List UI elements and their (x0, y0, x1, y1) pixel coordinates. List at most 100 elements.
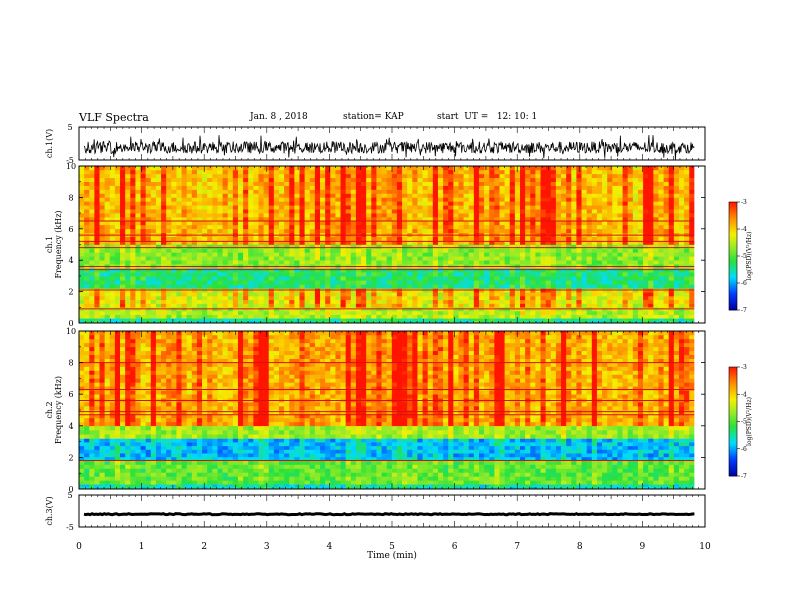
spectrogram-cell (653, 268, 659, 273)
spectrogram-cell (181, 276, 187, 281)
spectrogram-cell (591, 197, 598, 202)
spectrogram-cell (191, 320, 198, 324)
spectrogram-cell (422, 284, 428, 289)
spectrogram-cell (586, 268, 593, 273)
spectrogram-cell (207, 205, 213, 210)
spectrogram-cell (535, 268, 541, 273)
spectrogram-cell (504, 244, 511, 249)
spectrogram-cell (166, 213, 172, 218)
spectrogram-cell (284, 244, 290, 249)
spectrogram-cell (458, 169, 464, 175)
spectrogram-cell (550, 236, 557, 241)
spectrogram-cell (258, 181, 264, 186)
spectrogram-cell (309, 217, 316, 222)
spectrogram-cell (545, 193, 552, 198)
spectrogram-cell (79, 260, 85, 265)
spectrogram-cell (504, 310, 511, 315)
spectrogram-cell (94, 173, 100, 179)
spectrogram-cell (135, 181, 141, 186)
spectrogram-cell (222, 276, 229, 281)
spectrogram-cell (417, 205, 423, 210)
spectrogram-cell (227, 228, 234, 234)
spectrogram-cell (243, 256, 249, 261)
spectrogram-cell (232, 224, 239, 230)
spectrogram-cell (114, 280, 121, 285)
spectrogram-cell (525, 224, 531, 230)
spectrogram-cell (648, 169, 654, 175)
spectrogram-cell (673, 248, 680, 253)
spectrogram-cell (120, 256, 126, 261)
spectrogram-cell (176, 166, 182, 171)
spectrogram-cell (278, 224, 285, 230)
spectrogram-cell (658, 240, 664, 245)
spectrogram-cell (678, 217, 685, 222)
spectrogram-cell (386, 193, 393, 198)
spectrogram-cell (473, 209, 480, 214)
spectrogram-cell (653, 228, 659, 234)
spectrogram-cell (607, 173, 613, 179)
spectrogram-cell (478, 209, 485, 214)
spectrogram-cell (135, 252, 141, 257)
y-axis-label: Frequency (kHz) (54, 210, 63, 278)
spectrogram-cell (668, 197, 675, 202)
spectrogram-cell (371, 224, 377, 230)
spectrogram-cell (294, 244, 300, 249)
spectrogram-cell (499, 299, 505, 304)
spectrogram-cell (355, 166, 362, 171)
spectrogram-cell (268, 193, 275, 198)
spectrogram-cell (386, 173, 393, 179)
spectrogram-cell (673, 177, 680, 182)
spectrogram-cell (258, 280, 264, 285)
spectrogram-cell (386, 189, 393, 194)
spectrogram-cell (617, 189, 623, 194)
spectrogram-cell (422, 244, 428, 249)
spectrogram-cell (453, 209, 459, 214)
spectrogram-cell (561, 201, 567, 206)
spectrogram-cell (525, 260, 531, 265)
spectrogram-cell (350, 197, 357, 202)
spectrogram-cell (427, 299, 434, 304)
spectrogram-cell (335, 197, 341, 202)
spectrogram-cell (202, 299, 208, 304)
spectrogram-cell (120, 303, 126, 308)
spectrogram-cell (443, 248, 449, 253)
spectrogram-cell (335, 296, 341, 301)
spectrogram-cell (79, 252, 85, 257)
spectrogram-cell (202, 248, 208, 253)
spectrogram-cell (489, 303, 495, 308)
spectrogram-cell (278, 296, 285, 301)
spectrogram-cell (284, 173, 290, 179)
spectrogram-cell (607, 272, 613, 277)
spectrogram-cell (581, 320, 587, 324)
spectrogram-cell (468, 217, 475, 222)
spectrogram-cell (458, 177, 464, 182)
spectrogram-cell (422, 177, 428, 182)
spectrogram-cell (376, 260, 382, 265)
spectrogram-cell (586, 318, 593, 321)
spectrogram-cell (514, 220, 521, 226)
spectrogram-cell (350, 252, 357, 257)
spectrogram-cell (278, 185, 285, 190)
spectrogram-cell (309, 256, 316, 261)
spectrogram-cell (684, 169, 690, 175)
spectrogram-cell (504, 205, 511, 210)
spectrogram-cell (489, 299, 495, 304)
spectrogram-cell (381, 314, 387, 319)
spectrogram-cell (463, 260, 470, 265)
spectrogram-cell (453, 268, 459, 273)
spectrogram-cell (489, 252, 495, 257)
spectrogram-cell (412, 284, 418, 289)
spectrogram-cell (499, 169, 505, 175)
spectrogram-cell (361, 268, 367, 273)
spectrogram-cell (632, 256, 639, 261)
spectrogram-cell (643, 173, 649, 179)
spectrogram-cell (591, 213, 598, 218)
spectrogram-cell (335, 217, 341, 222)
colorbar-cell (729, 266, 737, 269)
spectrogram-cell (494, 169, 500, 175)
spectrogram-cell (494, 197, 500, 202)
spectrogram-cell (407, 197, 413, 202)
spectrogram-cell (222, 299, 229, 304)
spectrogram-cell (514, 169, 521, 175)
spectrogram-cell (427, 209, 434, 214)
